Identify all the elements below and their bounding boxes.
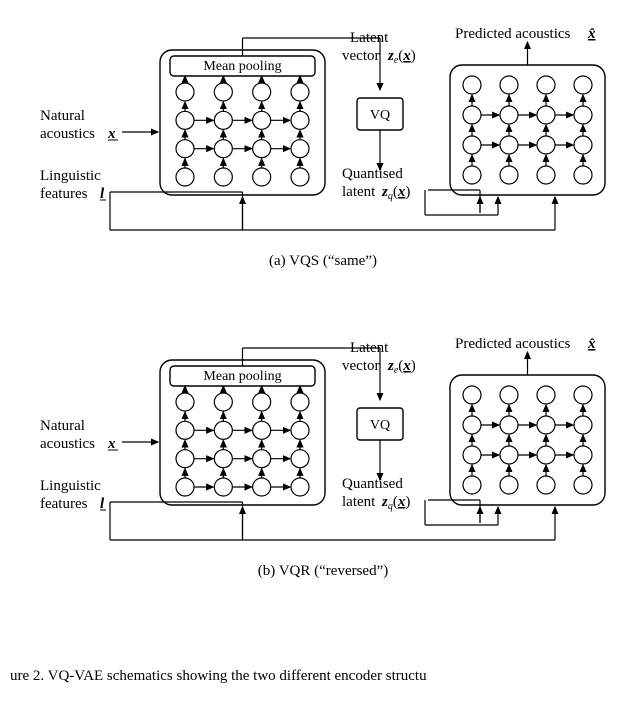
svg-text:x̂: x̂ — [587, 26, 596, 42]
svg-text:ze(x): ze(x) — [387, 48, 416, 66]
svg-text:Natural: Natural — [40, 108, 85, 124]
svg-text:features: features — [40, 186, 88, 202]
svg-text:vector: vector — [342, 48, 379, 64]
svg-text:acoustics: acoustics — [40, 436, 95, 452]
svg-text:ure 2. VQ-VAE schematics show: ure 2. VQ-VAE schematics showing the two… — [10, 668, 427, 684]
svg-text:features: features — [40, 496, 88, 512]
svg-text:latent: latent — [342, 184, 376, 200]
svg-text:acoustics: acoustics — [40, 126, 95, 142]
svg-text:Latent: Latent — [350, 340, 389, 356]
svg-text:zq(x): zq(x) — [381, 184, 410, 202]
svg-text:VQ: VQ — [370, 418, 390, 433]
svg-text:Mean pooling: Mean pooling — [203, 369, 281, 384]
svg-text:Linguistic: Linguistic — [40, 478, 101, 494]
svg-text:Quantised: Quantised — [342, 166, 403, 182]
svg-text:x̂: x̂ — [587, 336, 596, 352]
svg-text:Mean pooling: Mean pooling — [203, 59, 281, 74]
svg-text:ze(x): ze(x) — [387, 358, 416, 376]
svg-text:Predicted acoustics: Predicted acoustics — [455, 336, 571, 352]
svg-text:(a) VQS (“same”): (a) VQS (“same”) — [269, 253, 377, 269]
svg-text:vector: vector — [342, 358, 379, 374]
svg-text:Predicted acoustics: Predicted acoustics — [455, 26, 571, 42]
svg-text:zq(x): zq(x) — [381, 494, 410, 512]
svg-text:Natural: Natural — [40, 418, 85, 434]
svg-text:Linguistic: Linguistic — [40, 168, 101, 184]
svg-text:Quantised: Quantised — [342, 476, 403, 492]
vqvae-schematic: NaturalacousticsxLinguisticfeatureslMean… — [10, 10, 626, 696]
svg-text:Latent: Latent — [350, 30, 389, 46]
svg-text:VQ: VQ — [370, 108, 390, 123]
svg-text:(b) VQR (“reversed”): (b) VQR (“reversed”) — [258, 563, 389, 579]
svg-text:latent: latent — [342, 494, 376, 510]
